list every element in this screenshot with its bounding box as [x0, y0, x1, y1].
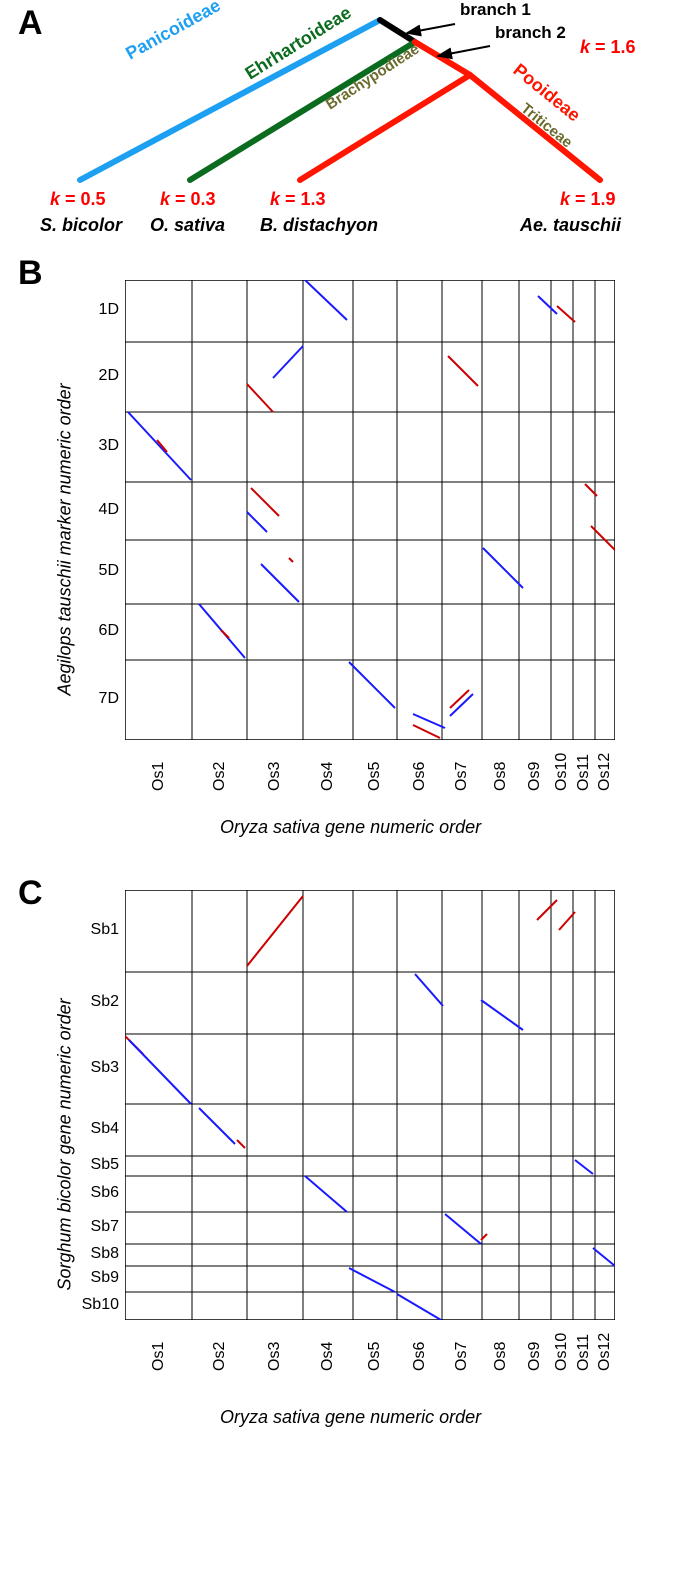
row-label: Sb6 [75, 1184, 119, 1202]
panel-c-dotplot [125, 890, 615, 1320]
row-label: 3D [75, 437, 119, 455]
col-label: Os5 [366, 1331, 384, 1371]
svg-text:O. sativa: O. sativa [150, 215, 225, 235]
row-label: Sb4 [75, 1120, 119, 1138]
svg-text:S. bicolor: S. bicolor [40, 215, 123, 235]
panel-b: B Aegilops tauschii marker numeric order… [0, 250, 675, 870]
svg-text:branch 1: branch 1 [460, 0, 531, 19]
col-label: Os1 [150, 1331, 168, 1371]
row-label: 1D [75, 301, 119, 319]
col-label: Os2 [211, 1331, 229, 1371]
panel-c-y-title: Sorghum bicolor gene numeric order [55, 941, 76, 1291]
svg-text:k = 1.6: k = 1.6 [580, 37, 636, 57]
col-label: Os1 [150, 751, 168, 791]
col-label: Os10 [553, 751, 571, 791]
col-label: Os12 [596, 751, 614, 791]
row-label: Sb7 [75, 1218, 119, 1236]
svg-text:B. distachyon: B. distachyon [260, 215, 378, 235]
col-label: Os9 [526, 751, 544, 791]
panel-a: A PanicoideaeEhrhartoideaePooideaeBrachy… [0, 0, 675, 250]
col-label: Os2 [211, 751, 229, 791]
col-label: Os3 [266, 1331, 284, 1371]
row-label: 5D [75, 562, 119, 580]
phylogeny-tree: PanicoideaeEhrhartoideaePooideaeBrachypo… [0, 0, 675, 250]
panel-b-dotplot [125, 280, 615, 740]
row-label: 7D [75, 690, 119, 708]
col-label: Os4 [319, 751, 337, 791]
panel-c: C Sorghum bicolor gene numeric order Ory… [0, 870, 675, 1460]
col-label: Os8 [492, 1331, 510, 1371]
col-label: Os4 [319, 1331, 337, 1371]
col-label: Os8 [492, 751, 510, 791]
col-label: Os3 [266, 751, 284, 791]
row-label: Sb5 [75, 1156, 119, 1174]
panel-c-x-title: Oryza sativa gene numeric order [220, 1407, 481, 1428]
row-label: Sb2 [75, 993, 119, 1011]
svg-text:branch 2: branch 2 [495, 23, 566, 42]
panel-b-label: B [18, 254, 43, 293]
svg-text:Panicoideae: Panicoideae [122, 0, 224, 63]
svg-text:Brachypodieae: Brachypodieae [323, 41, 422, 114]
col-label: Os6 [411, 1331, 429, 1371]
panel-b-x-title: Oryza sativa gene numeric order [220, 817, 481, 838]
panel-c-label: C [18, 874, 43, 913]
col-label: Os12 [596, 1331, 614, 1371]
row-label: 6D [75, 622, 119, 640]
row-label: Sb1 [75, 921, 119, 939]
svg-text:k = 0.3: k = 0.3 [160, 189, 216, 209]
row-label: Sb9 [75, 1269, 119, 1287]
svg-text:k = 1.9: k = 1.9 [560, 189, 616, 209]
col-label: Os9 [526, 1331, 544, 1371]
panel-a-label: A [18, 4, 43, 43]
col-label: Os6 [411, 751, 429, 791]
col-label: Os11 [575, 1331, 593, 1371]
row-label: 2D [75, 367, 119, 385]
svg-text:k = 1.3: k = 1.3 [270, 189, 326, 209]
panel-b-y-title: Aegilops tauschii marker numeric order [55, 346, 76, 696]
row-label: Sb3 [75, 1059, 119, 1077]
row-label: Sb10 [75, 1296, 119, 1314]
col-label: Os10 [553, 1331, 571, 1371]
col-label: Os7 [453, 1331, 471, 1371]
svg-text:Ae. tauschii: Ae. tauschii [519, 215, 622, 235]
svg-text:k = 0.5: k = 0.5 [50, 189, 106, 209]
col-label: Os11 [575, 751, 593, 791]
row-label: Sb8 [75, 1245, 119, 1263]
col-label: Os5 [366, 751, 384, 791]
col-label: Os7 [453, 751, 471, 791]
row-label: 4D [75, 501, 119, 519]
